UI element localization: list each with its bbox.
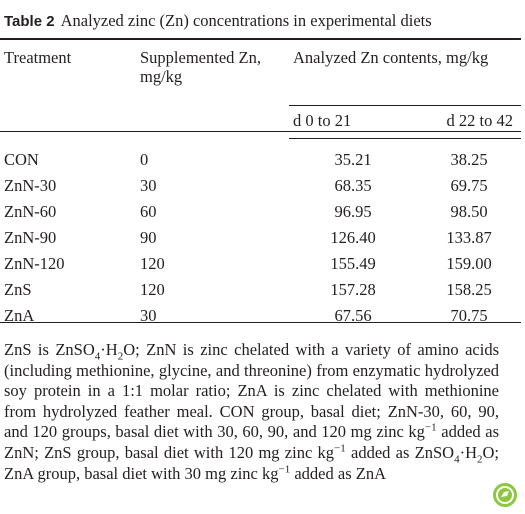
subscript: 4	[94, 350, 101, 363]
table-cell: 158.25	[446, 280, 492, 299]
table-cell: 70.75	[450, 306, 488, 325]
subheader-cell: d 22 to 42	[413, 105, 521, 139]
table-row: ZnA 30 67.56 70.75	[0, 303, 521, 329]
table-cell: 38.25	[450, 150, 488, 169]
table-cell: 126.40	[330, 228, 376, 247]
table-row: ZnN-60 60 96.95 98.50	[0, 199, 521, 225]
table-cell: 98.50	[450, 202, 488, 221]
table-cell: ZnS	[4, 280, 32, 299]
table-row: ZnN-120 120 155.49 159.00	[0, 251, 521, 277]
table-cell: 133.87	[446, 228, 492, 247]
table-cell: 30	[140, 176, 157, 195]
table-cell: 30	[140, 306, 157, 325]
table-cell: 157.28	[330, 280, 376, 299]
footnote-text: O; ZnN is zinc chelated with a variety o…	[4, 340, 499, 442]
header-cell: Analyzed Zn contents, mg/kg	[293, 48, 489, 67]
footnote-text: O; ZnA group, basal diet with 30 mg zinc…	[4, 442, 499, 483]
table-cell: 96.95	[334, 202, 372, 221]
subscript: 4	[454, 453, 460, 466]
header-cell: Treatment	[4, 48, 72, 67]
footnote-text: added as ZnA	[290, 463, 386, 483]
footnote-text: ZnS is ZnSO	[4, 340, 95, 359]
header-cell: Supplemented Zn, mg/kg	[140, 48, 261, 86]
top-rule	[0, 38, 521, 40]
badge-icon	[493, 483, 517, 507]
footnote: ZnS is ZnSO4·H2O; ZnN is zinc chelated w…	[4, 340, 499, 484]
table-cell: 67.56	[334, 306, 372, 325]
table-cell: ZnN-90	[4, 228, 57, 247]
table-cell: 60	[140, 202, 157, 221]
subheader-cell: d 0 to 21	[289, 105, 413, 139]
header-rule	[0, 131, 521, 132]
table-cell: ZnN-60	[4, 202, 57, 221]
table-label: Table 2	[4, 13, 55, 30]
superscript: −1	[334, 442, 346, 455]
table-cell: 35.21	[334, 150, 372, 169]
header-row: Treatment Supplemented Zn, mg/kg Analyze…	[0, 40, 521, 106]
table-cell: 120	[140, 254, 165, 273]
table-cell: 68.35	[334, 176, 372, 195]
table-cell: 120	[140, 280, 165, 299]
table-cell: 90	[140, 228, 157, 247]
footnote-text: added as ZnSO	[345, 442, 455, 462]
footnote-text: ·H	[100, 340, 118, 359]
table-cell: ZnN-30	[4, 176, 57, 195]
bottom-rule	[0, 322, 521, 323]
table-row: CON 0 35.21 38.25	[0, 139, 521, 174]
table-cell: 69.75	[450, 176, 488, 195]
table-cell: ZnN-120	[4, 254, 65, 273]
subscript: 2	[477, 453, 483, 466]
data-table: Treatment Supplemented Zn, mg/kg Analyze…	[0, 40, 521, 329]
table-cell: CON	[4, 149, 39, 169]
table-cell: 159.00	[446, 254, 492, 273]
subheader-row: d 0 to 21 d 22 to 42	[0, 105, 521, 139]
superscript: −1	[278, 463, 291, 476]
table-cell: ZnA	[4, 306, 35, 325]
table-row: ZnS 120 157.28 158.25	[0, 277, 521, 303]
table-title: Table 2 Analyzed zinc (Zn) concentrations…	[4, 11, 432, 31]
table-cell: 0	[140, 149, 149, 169]
table-row: ZnN-30 30 68.35 69.75	[0, 173, 521, 199]
subscript: 2	[117, 350, 124, 363]
table-cell: 155.49	[330, 254, 376, 273]
table-body: CON 0 35.21 38.25 ZnN-30 30 68.35 69.75 ZnN-60 60…	[0, 139, 521, 330]
footnote-text: ·H	[459, 442, 477, 462]
table-caption: Analyzed zinc (Zn) concentrations in exp…	[60, 11, 432, 30]
table-row: ZnN-90 90 126.40 133.87	[0, 225, 521, 251]
superscript: −1	[424, 421, 437, 434]
footnote-text: added as ZnN; ZnS group, basal diet with…	[4, 422, 499, 462]
